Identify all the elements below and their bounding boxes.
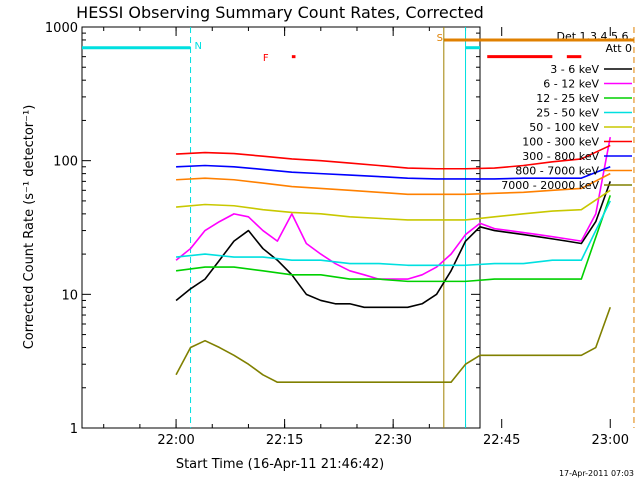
legend-label: 300 - 800 keV [522,150,599,163]
y-tick-label: 1 [70,422,78,437]
plot-frame [81,26,481,429]
saa-marker: S [437,33,443,44]
legend-subheader: Att 0 [606,42,632,55]
x-axis-label: Start Time (16-Apr-11 21:46:42) [176,457,384,472]
series-line [176,144,611,170]
legend-label: 800 - 7000 keV [515,165,599,178]
x-tick-label: 23:00 [592,433,629,448]
legend-label: 7000 - 20000 keV [501,179,599,192]
series-line [176,164,611,180]
x-tick-label: 22:15 [266,433,303,448]
series-line [176,189,611,221]
series-line [176,172,611,196]
y-axis-label: Corrected Count Rate (s⁻¹ detector⁻¹) [22,105,37,350]
legend-label: 3 - 6 keV [550,63,599,76]
legend-label: 25 - 50 keV [536,107,599,120]
y-tick-label: 1000 [45,21,78,36]
footer-timestamp: 17-Apr-2011 07:03 [559,469,634,478]
legend-label: 50 - 100 keV [529,121,599,134]
chart-title: HESSI Observing Summary Count Rates, Cor… [76,3,484,22]
flare-marker: F [263,53,269,64]
series-line [175,181,612,309]
y-tick-label: 100 [53,155,78,170]
legend-label: 12 - 25 keV [536,92,599,105]
x-tick-label: 22:00 [157,433,194,448]
x-tick-label: 22:45 [483,433,520,448]
legend-label: 100 - 300 keV [522,136,599,149]
series-line [175,307,612,384]
y-tick-label: 10 [61,288,78,303]
x-tick-label: 22:30 [374,433,411,448]
series-line [175,195,612,283]
night-marker: N [195,41,202,52]
series-line [175,200,611,267]
legend-label: 6 - 12 keV [543,78,599,91]
series-line [175,136,612,280]
